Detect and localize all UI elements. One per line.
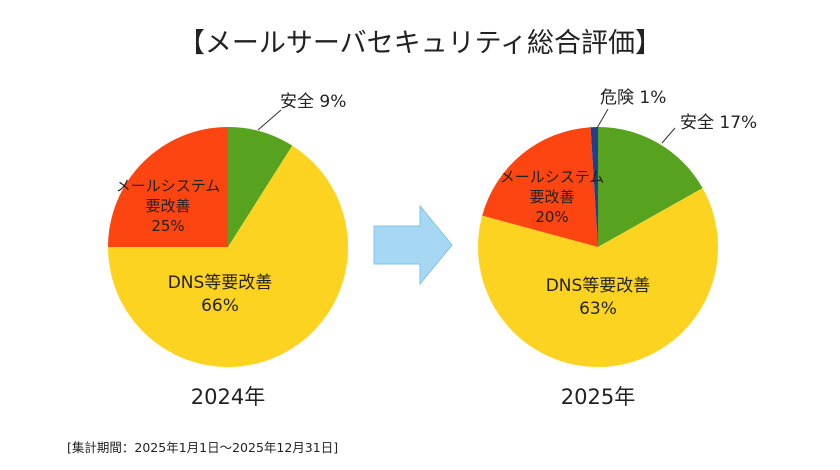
pie-year-label: 2024年 <box>191 385 265 409</box>
pie-slice <box>598 127 703 247</box>
footnote: [集計期間：2025年1月1日～2025年12月31日] <box>67 440 338 455</box>
pie-slice <box>482 127 598 247</box>
leader-line <box>257 109 282 131</box>
leader-line <box>596 108 609 129</box>
pie-year-label: 2025年 <box>561 385 635 409</box>
arrow-icon <box>373 204 453 286</box>
data-label: 安全 9% <box>280 92 346 112</box>
data-label: DNS等要改善 66% <box>168 273 273 316</box>
pie-slice <box>108 145 348 367</box>
data-label: DNS等要改善 63% <box>546 276 651 319</box>
pie-slice <box>478 188 718 367</box>
chart-title: 【メールサーバセキュリティ総合評価】 <box>178 28 662 59</box>
pie-slice <box>108 127 228 247</box>
leader-line <box>661 127 676 144</box>
pie-slice <box>590 127 598 247</box>
data-label: メールシステム要改善 25% <box>116 177 221 235</box>
pie-slice <box>228 127 293 247</box>
data-label: 安全 17% <box>680 113 757 133</box>
data-label: 危険 1% <box>600 88 666 108</box>
data-label: メールシステム要改善 20% <box>500 168 605 226</box>
